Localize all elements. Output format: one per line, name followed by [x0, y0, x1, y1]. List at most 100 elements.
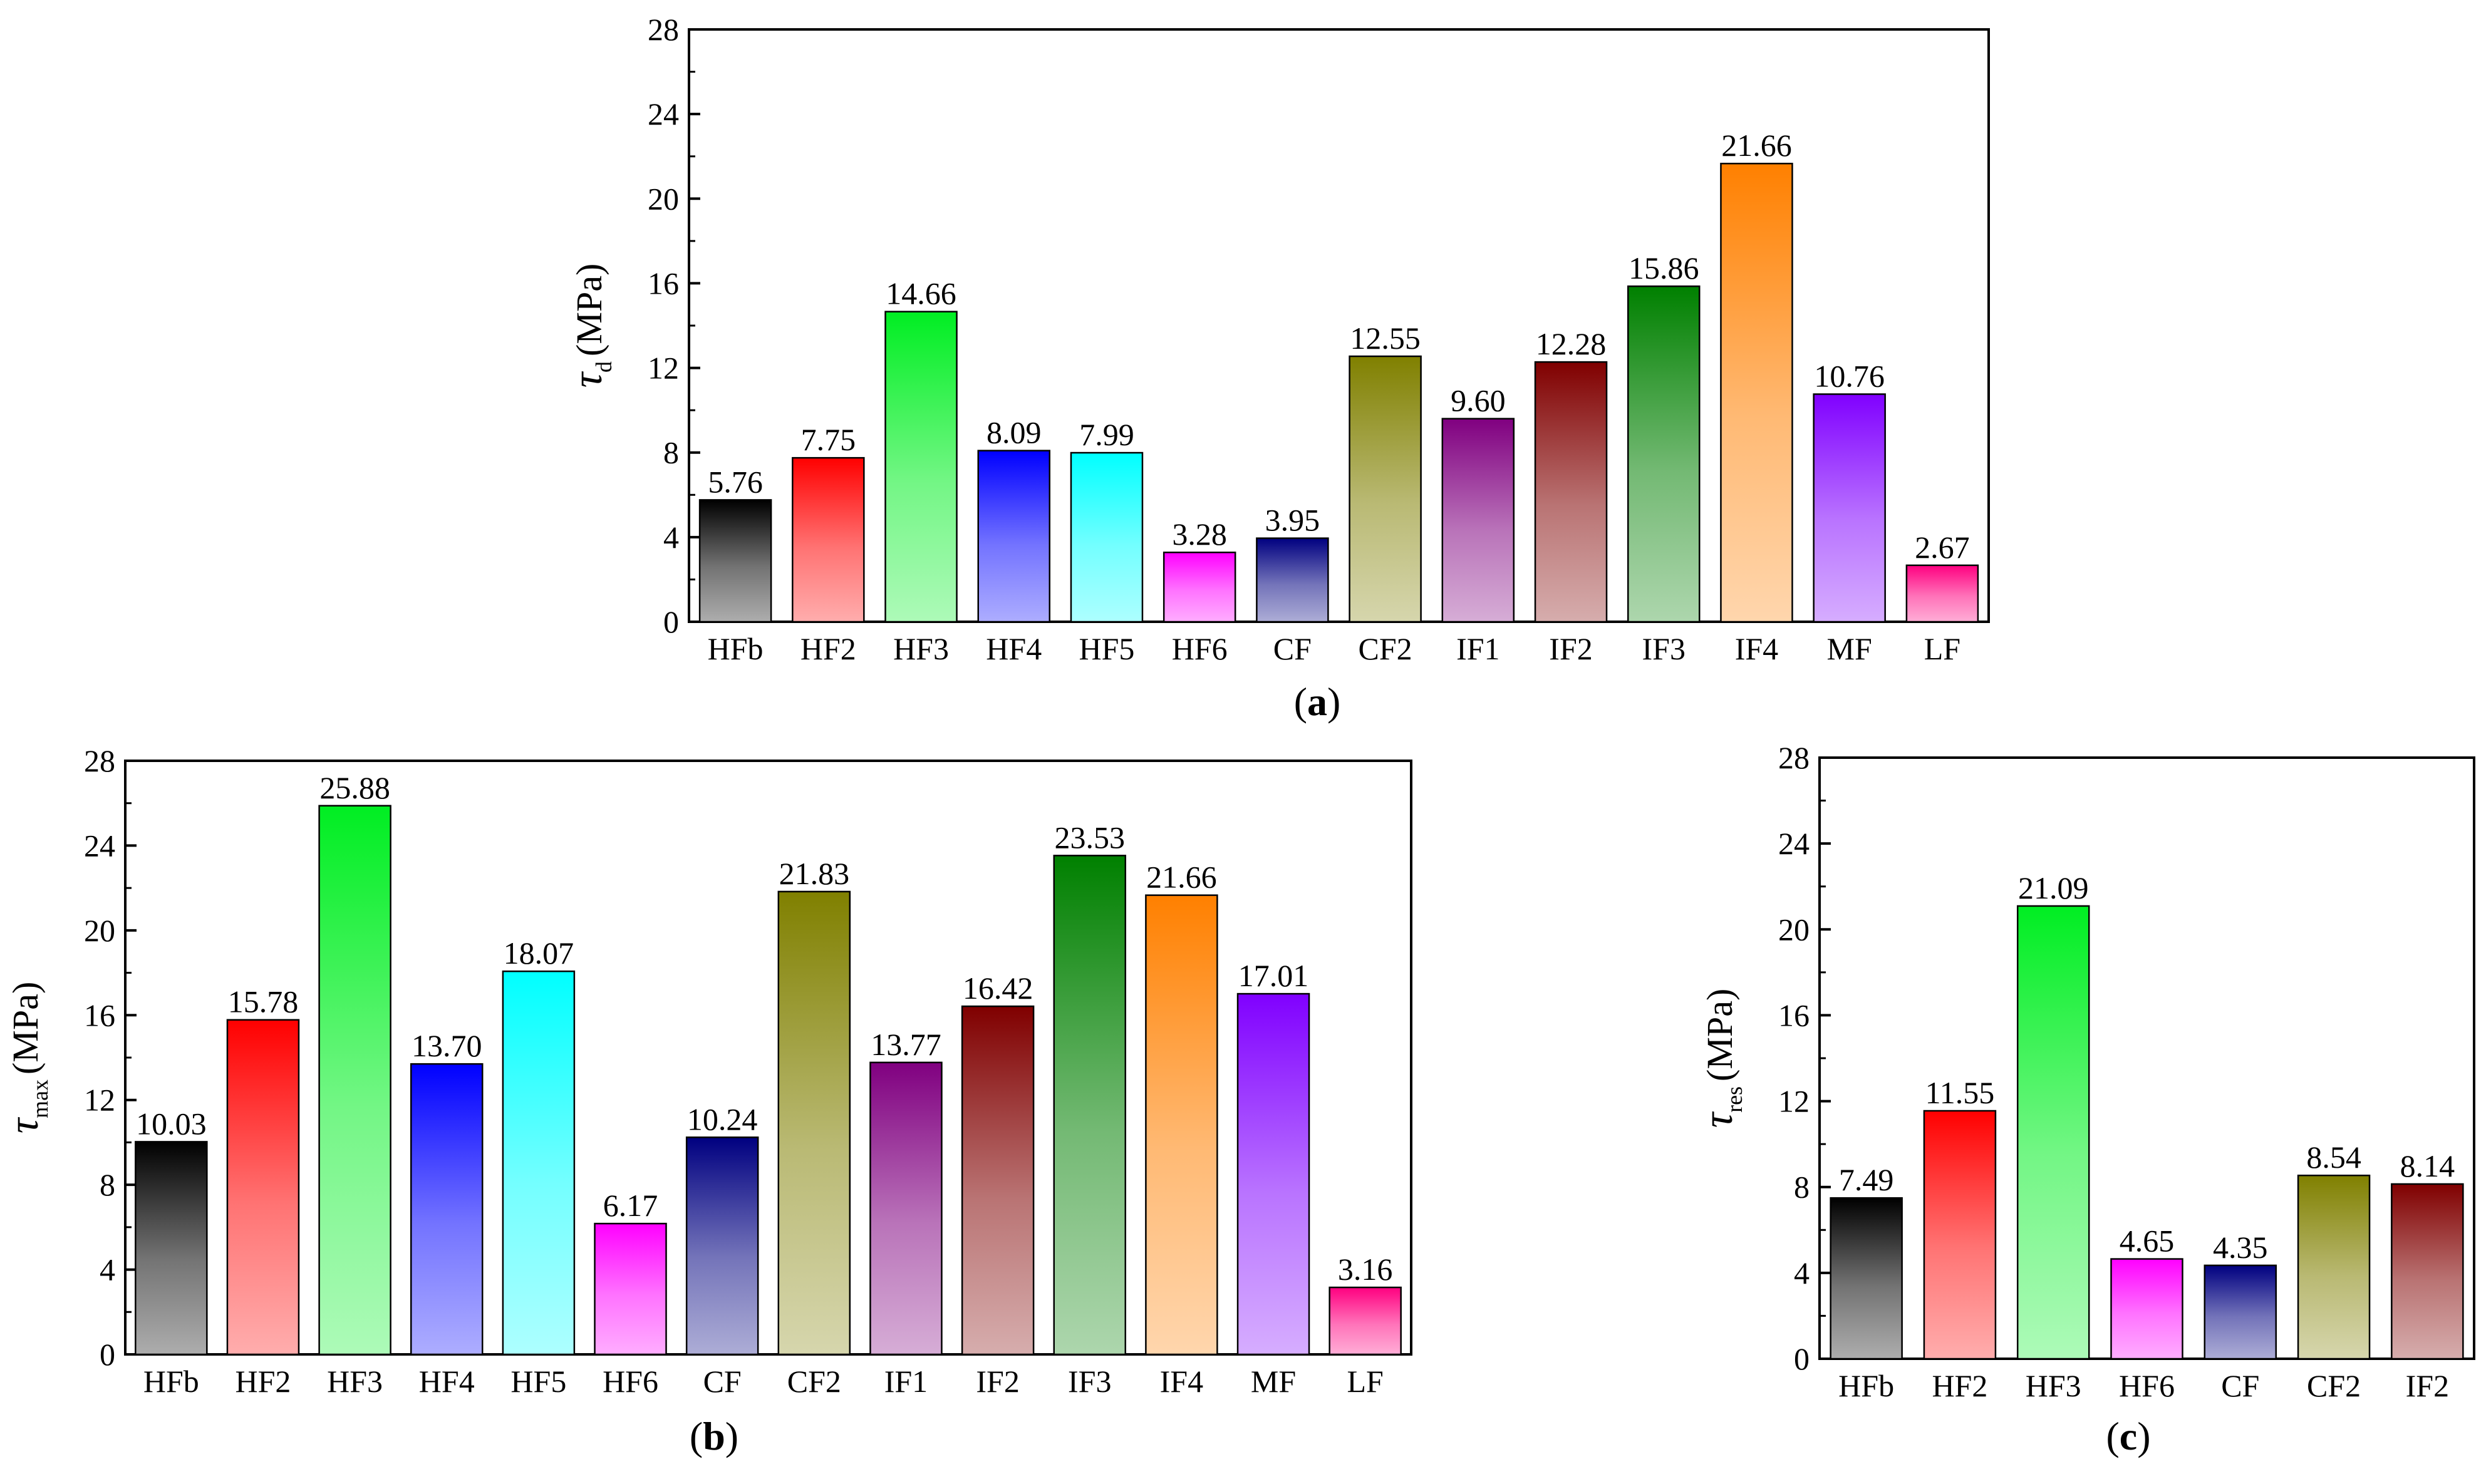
bar-hfb: [135, 1141, 208, 1356]
x-tick-label-if4: IF4: [1735, 631, 1778, 666]
panel-label: (a): [1294, 679, 1341, 724]
value-label-if4: 21.66: [1721, 128, 1792, 163]
y-tick-label: 12: [84, 1083, 115, 1118]
y-tick-label: 4: [663, 520, 679, 555]
bar-if2: [2391, 1183, 2464, 1360]
x-tick-label-lf: LF: [1347, 1364, 1383, 1399]
value-label-hf3: 25.88: [319, 770, 390, 805]
panel-letter: a: [1307, 679, 1327, 724]
bar-if2: [1534, 361, 1608, 623]
x-tick-label-hf6: HF6: [603, 1364, 658, 1399]
y-axis-subscript: max: [28, 1080, 53, 1118]
x-tick-label-cf2: CF2: [787, 1364, 841, 1399]
x-tick-label-hf2: HF2: [800, 631, 856, 666]
x-tick-label-hf3: HF3: [327, 1364, 383, 1399]
y-tick-label: 4: [100, 1252, 115, 1287]
value-label-hf2: 15.78: [228, 984, 299, 1019]
value-label-if2: 12.28: [1536, 326, 1607, 361]
x-tick-label-hf4: HF4: [419, 1364, 475, 1399]
value-label-lf: 2.67: [1915, 530, 1970, 565]
value-label-cf2: 21.83: [779, 856, 850, 891]
bar-cf2: [1349, 355, 1422, 623]
x-tick-label-cf2: CF2: [1359, 631, 1412, 666]
y-axis-symbol: τ: [1694, 1111, 1741, 1128]
x-tick-label-hf4: HF4: [986, 631, 1042, 666]
value-label-if3: 15.86: [1629, 250, 1699, 286]
value-label-cf2: 8.54: [2306, 1140, 2361, 1175]
value-label-if1: 9.60: [1451, 383, 1506, 418]
panel-label: (c): [2106, 1414, 2150, 1458]
y-tick-label: 28: [84, 743, 115, 778]
x-tick-label-hf3: HF3: [893, 631, 949, 666]
value-label-hf4: 13.70: [412, 1028, 482, 1063]
y-tick-label: 12: [1778, 1084, 1810, 1119]
y-axis-symbol: τ: [0, 1116, 47, 1133]
y-tick-label: 0: [100, 1337, 115, 1372]
bar-hf3: [318, 805, 391, 1356]
bar-hf5: [502, 970, 576, 1356]
bar-lf: [1328, 1286, 1402, 1356]
value-label-cf: 10.24: [687, 1101, 758, 1136]
value-label-hf2: 11.55: [1925, 1075, 1995, 1110]
bar-if3: [1053, 855, 1126, 1356]
bar-hf6: [1163, 551, 1236, 623]
y-tick-label: 24: [1778, 826, 1810, 861]
x-tick-label-cf2: CF2: [2307, 1368, 2361, 1403]
y-axis-title: τres (MPa): [1694, 989, 1747, 1128]
value-label-cf2: 12.55: [1350, 321, 1421, 356]
bar-if4: [1720, 162, 1793, 623]
x-tick-label-hf6: HF6: [2119, 1368, 2175, 1403]
y-axis-unit: (MPa): [5, 982, 46, 1074]
value-label-if3: 23.53: [1055, 820, 1126, 855]
x-tick-label-hfb: HFb: [1838, 1368, 1894, 1403]
bar-hf2: [792, 456, 865, 623]
y-axis-subscript: res: [1722, 1086, 1747, 1113]
value-label-hf2: 7.75: [801, 422, 856, 457]
y-tick-label: 8: [663, 435, 679, 470]
y-tick-label: 24: [648, 96, 679, 131]
value-label-hf5: 18.07: [504, 935, 574, 971]
plot-frame: [124, 760, 1412, 1356]
x-tick-label-if2: IF2: [976, 1364, 1019, 1399]
x-tick-label-mf: MF: [1827, 631, 1872, 666]
value-label-hf5: 7.99: [1079, 417, 1134, 452]
panel-letter: b: [703, 1414, 725, 1458]
bar-hf4: [410, 1063, 484, 1356]
value-label-hf3: 14.66: [886, 276, 956, 311]
bar-if1: [869, 1061, 943, 1356]
y-axis-symbol: τ: [563, 371, 611, 388]
bar-hf2: [226, 1019, 300, 1356]
y-tick-label: 4: [1794, 1255, 1810, 1291]
x-tick-label-lf: LF: [1924, 631, 1960, 666]
value-label-hfb: 5.76: [708, 464, 763, 499]
bar-hfb: [698, 499, 772, 623]
value-label-hf6: 6.17: [603, 1188, 658, 1223]
y-tick-label: 20: [1778, 912, 1810, 947]
y-tick-label: 8: [1794, 1170, 1810, 1205]
x-tick-label-hf5: HF5: [1079, 631, 1135, 666]
x-tick-label-hf2: HF2: [1932, 1368, 1987, 1403]
value-label-if4: 21.66: [1146, 860, 1217, 895]
bar-hf3: [2016, 905, 2090, 1360]
y-tick-label: 28: [648, 12, 679, 47]
value-label-if1: 13.77: [871, 1027, 941, 1062]
y-tick-label: 20: [648, 181, 679, 216]
x-tick-label-cf: CF: [2221, 1368, 2259, 1403]
value-label-mf: 17.01: [1238, 958, 1309, 993]
y-tick-label: 16: [1778, 997, 1810, 1033]
y-tick-label: 16: [648, 265, 679, 301]
bar-if1: [1441, 418, 1515, 623]
y-tick-label: 28: [1778, 740, 1810, 775]
bar-if2: [961, 1005, 1035, 1356]
bar-lf: [1905, 564, 1979, 623]
value-label-hf6: 4.65: [2120, 1224, 2175, 1259]
x-tick-label-if2: IF2: [2406, 1368, 2449, 1403]
x-tick-label-mf: MF: [1251, 1364, 1296, 1399]
y-axis-unit: (MPa): [569, 264, 609, 356]
value-label-hf4: 8.09: [987, 415, 1042, 450]
bar-hf5: [1070, 451, 1144, 623]
bar-hf4: [977, 450, 1050, 623]
panel-letter: c: [2120, 1414, 2137, 1458]
